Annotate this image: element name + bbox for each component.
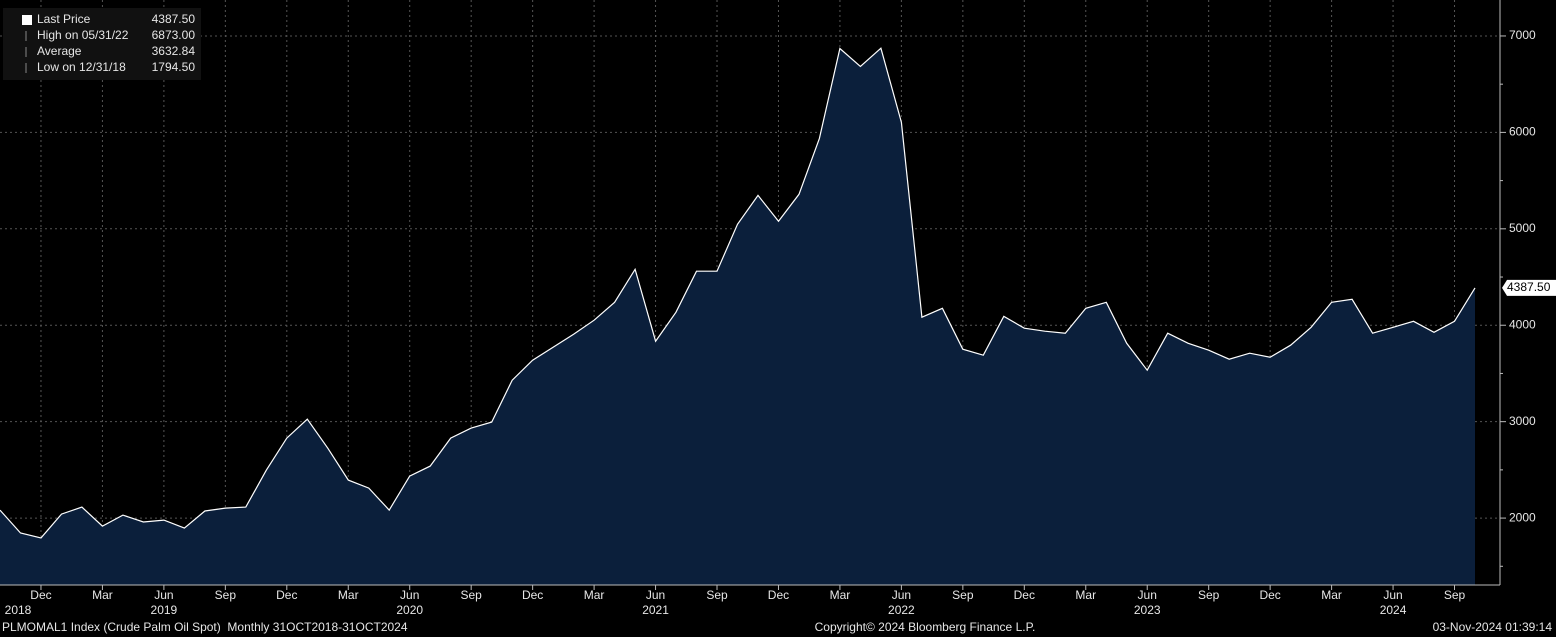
y-tick-label: 2000 xyxy=(1509,510,1536,524)
legend-label: Last Price xyxy=(37,12,91,26)
y-tick-label: 3000 xyxy=(1509,414,1536,428)
x-tick-label: Dec xyxy=(522,588,543,602)
last-price-label: 4387.50 xyxy=(1507,280,1551,294)
year-label: 2020 xyxy=(396,603,423,617)
footer-center: Copyright© 2024 Bloomberg Finance L.P. xyxy=(815,620,1036,634)
x-tick-label: Jun xyxy=(1383,588,1402,602)
year-label: 2024 xyxy=(1380,603,1407,617)
x-tick-label: Dec xyxy=(276,588,297,602)
x-tick-label: Dec xyxy=(30,588,51,602)
footer-right: 03-Nov-2024 01:39:14 xyxy=(1433,620,1553,634)
line xyxy=(0,47,1476,539)
x-tick-label: Mar xyxy=(338,588,359,602)
x-tick-label: Jun xyxy=(400,588,419,602)
x-tick-label: Mar xyxy=(1321,588,1342,602)
legend-swatch xyxy=(22,15,32,25)
year-label: 2018 xyxy=(5,603,32,617)
area xyxy=(0,48,1475,585)
last-price-tag xyxy=(1502,279,1556,296)
x-tick-label: Jun xyxy=(892,588,911,602)
x-tick-label: Sep xyxy=(1198,588,1220,602)
x-tick-label: Jun xyxy=(1138,588,1157,602)
year-label: 2022 xyxy=(888,603,915,617)
legend-value: 3632.84 xyxy=(152,44,196,58)
y-tick-label: 7000 xyxy=(1509,28,1536,42)
y-tick-label: 4000 xyxy=(1509,317,1536,331)
x-tick-label: Jun xyxy=(154,588,173,602)
x-tick-label: Sep xyxy=(215,588,237,602)
year-label: 2019 xyxy=(151,603,178,617)
x-tick-label: Dec xyxy=(768,588,789,602)
legend-value: 1794.50 xyxy=(152,60,196,74)
x-tick-label: Dec xyxy=(1014,588,1035,602)
year-label: 2021 xyxy=(642,603,669,617)
plot-area xyxy=(0,0,1500,585)
x-tick-label: Jun xyxy=(646,588,665,602)
legend-value: 6873.00 xyxy=(152,28,196,42)
x-tick-label: Dec xyxy=(1259,588,1280,602)
legend-label: High on 05/31/22 xyxy=(37,28,129,42)
legend-label: Average xyxy=(37,44,82,58)
y-tick-label: 6000 xyxy=(1509,125,1536,139)
legend-value: 4387.50 xyxy=(152,12,196,26)
x-tick-label: Mar xyxy=(92,588,113,602)
x-tick-label: Sep xyxy=(952,588,974,602)
x-tick-label: Sep xyxy=(1444,588,1466,602)
x-tick-label: Mar xyxy=(830,588,851,602)
x-tick-label: Mar xyxy=(1075,588,1096,602)
x-tick-label: Sep xyxy=(706,588,728,602)
x-tick-label: Sep xyxy=(461,588,483,602)
legend-label: Low on 12/31/18 xyxy=(37,60,126,74)
year-label: 2023 xyxy=(1134,603,1161,617)
x-tick-label: Mar xyxy=(584,588,605,602)
y-tick-label: 5000 xyxy=(1509,221,1536,235)
footer-left: PLMOMAL1 Index (Crude Palm Oil Spot) Mon… xyxy=(2,620,408,634)
legend-box xyxy=(3,8,201,80)
